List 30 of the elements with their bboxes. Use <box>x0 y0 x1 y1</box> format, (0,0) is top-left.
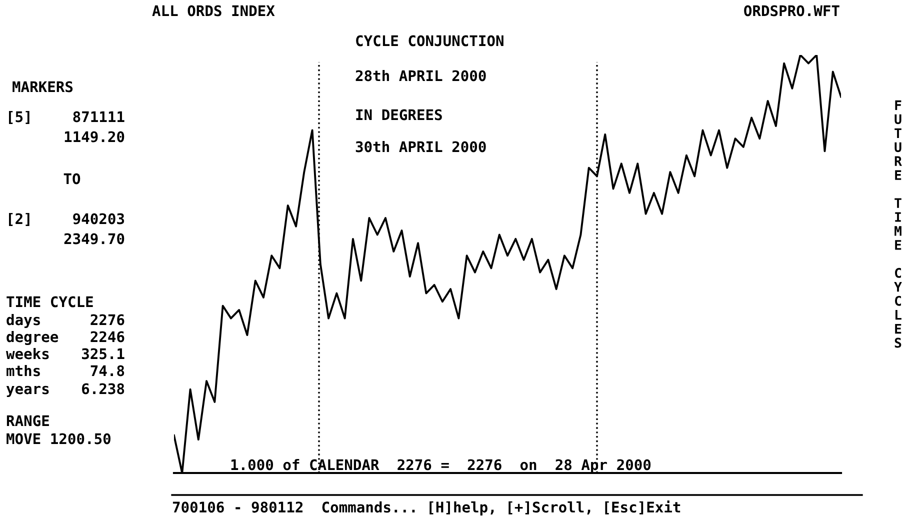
text: mths <box>6 364 40 376</box>
text: CYCLE CONJUNCTION <box>356 35 504 46</box>
text: 2246 <box>90 331 124 342</box>
text: 1149.20 <box>64 131 124 142</box>
text: 2276 <box>90 314 124 326</box>
annotation: 30th APRIL 2000 <box>356 140 486 152</box>
annotation: 1.000 of CALENDAR 2276 = 2276 on 28 Apr 2000 <box>231 458 651 474</box>
text: days <box>6 314 40 328</box>
text: RANGE <box>6 415 49 426</box>
text: [2] <box>9 212 30 226</box>
text: 700106 - 980112 Commands... [H]help, [+]Scroll, [Esc]Exit <box>172 500 680 516</box>
text: degree <box>6 330 58 346</box>
text: MARKERS <box>12 81 73 92</box>
text: TO <box>64 173 80 184</box>
text: 74.8 <box>90 365 124 376</box>
chart-subtitle: ORDSPRO.WFT <box>744 5 840 16</box>
text: 2349.70 <box>64 233 124 244</box>
text: weeks <box>6 348 49 360</box>
text: MOVE 1200.50 <box>6 433 110 444</box>
text: 325.1 <box>82 348 124 360</box>
text: TIME CYCLE <box>6 296 93 308</box>
chart-title: ALL ORDS INDEX <box>152 5 275 16</box>
text: 940203 <box>73 213 124 224</box>
text: FUTURE TIME CYCLES <box>894 100 902 348</box>
text: 871111 <box>73 111 124 122</box>
annotation: 28th APRIL 2000 <box>356 70 486 82</box>
annotation: IN DEGREES <box>356 109 442 120</box>
text: years <box>6 386 49 398</box>
text: 6.238 <box>82 383 124 394</box>
text: [5] <box>9 110 30 124</box>
